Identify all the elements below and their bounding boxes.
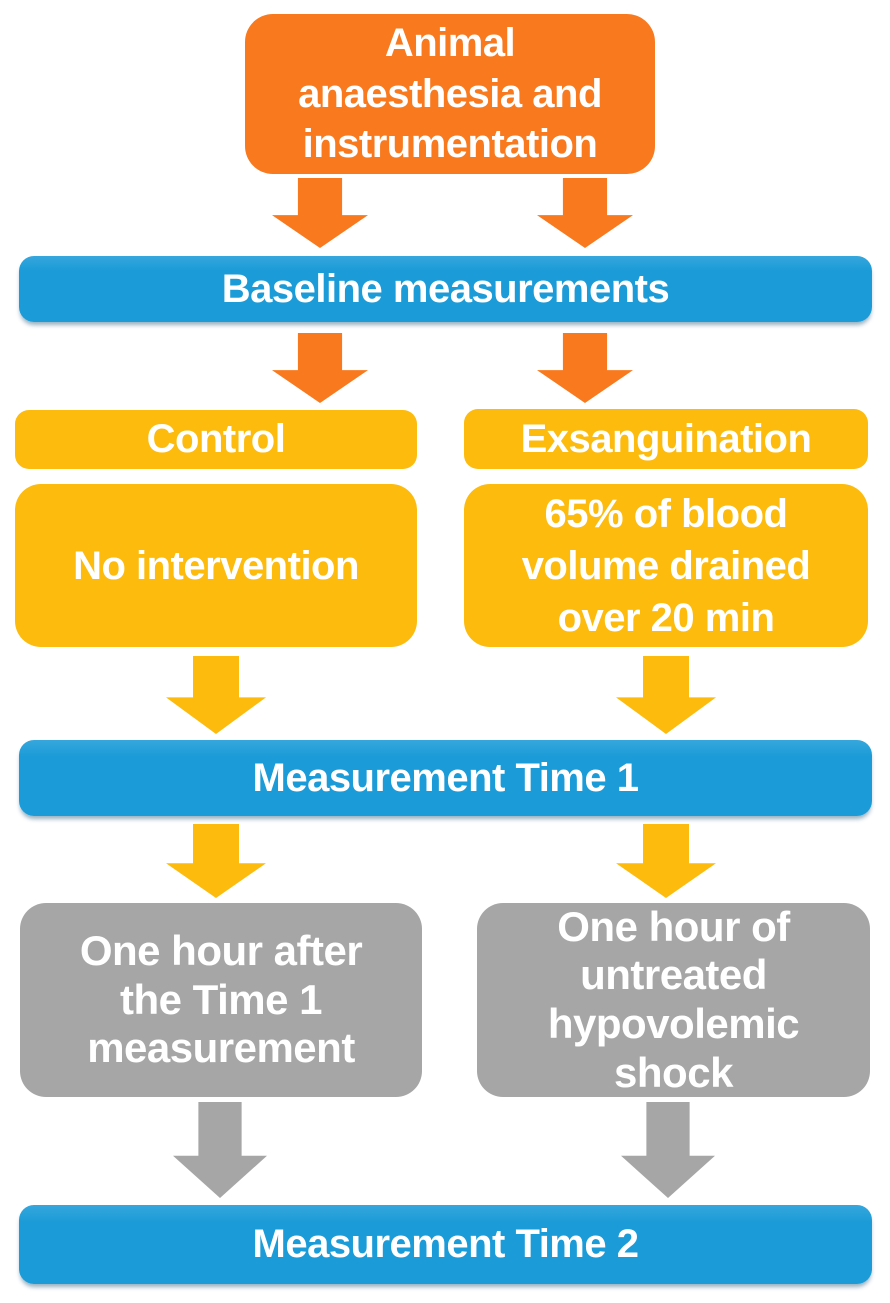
arrow-baseline-to-exsanguination [537, 333, 633, 403]
banner-baseline-measurements: Baseline measurements [19, 256, 872, 322]
banner-measurement-time-2: Measurement Time 2 [19, 1205, 872, 1284]
arrow-control-to-time1 [166, 656, 266, 734]
node-one-hour-after-time1: One hour after the Time 1 measurement [20, 903, 422, 1097]
node-one-hour-untreated-shock: One hour of untreated hypovolemic shock [477, 903, 870, 1097]
node-blood-volume-drained: 65% of blood volume drained over 20 min [464, 484, 868, 647]
arrow-exsanguination-to-time1 [616, 656, 716, 734]
node-animal-anaesthesia: Animal anaesthesia and instrumentation [245, 14, 655, 174]
arrow-time1-to-shock-wait [616, 824, 716, 898]
header-control-group: Control [15, 410, 417, 469]
arrow-anaesthesia-to-baseline-right [537, 178, 633, 248]
header-exsanguination-group: Exsanguination [464, 409, 868, 469]
arrow-anaesthesia-to-baseline-left [272, 178, 368, 248]
arrow-time1-to-control-wait [166, 824, 266, 898]
node-no-intervention: No intervention [15, 484, 417, 647]
arrow-shock-wait-to-time2 [621, 1102, 715, 1198]
arrow-baseline-to-control [272, 333, 368, 403]
arrow-control-wait-to-time2 [173, 1102, 267, 1198]
banner-measurement-time-1: Measurement Time 1 [19, 740, 872, 816]
